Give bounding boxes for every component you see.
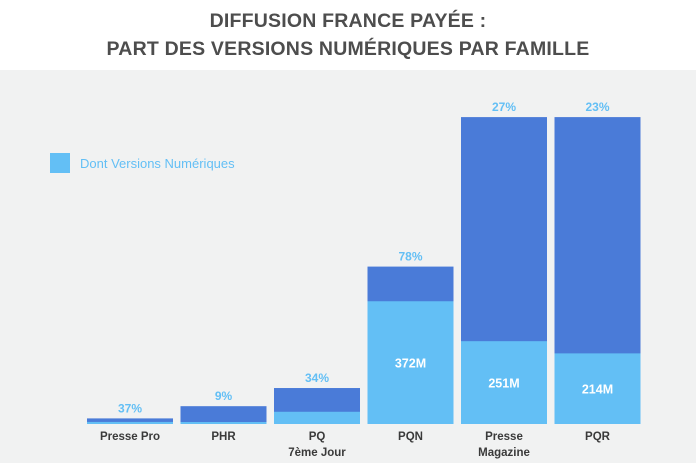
digital-value-label: 372M: [395, 357, 426, 371]
percent-label: 34%: [305, 371, 329, 385]
bar-digital: [274, 411, 360, 424]
chart-title: DIFFUSION FRANCE PAYÉE : PART DES VERSIO…: [0, 0, 696, 70]
digital-value-label: 251M: [488, 377, 519, 391]
digital-value-label: 214M: [582, 383, 613, 397]
legend-swatch-digital: [50, 153, 70, 173]
category-label: 7ème Jour: [288, 447, 346, 459]
percent-label: 23%: [585, 100, 609, 114]
category-label: PQ: [309, 431, 326, 443]
percent-label: 9%: [215, 389, 233, 403]
category-label: PHR: [211, 431, 236, 443]
category-label: Magazine: [478, 447, 530, 459]
bar-digital: [367, 301, 454, 424]
percent-label: 78%: [398, 250, 422, 264]
legend-label-digital: Dont Versions Numériques: [80, 156, 235, 171]
chart-title-line-2: PART DES VERSIONS NUMÉRIQUES PAR FAMILLE: [106, 38, 590, 60]
bar-digital: [87, 421, 173, 424]
category-label: Presse Pro: [100, 431, 160, 443]
category-label: PQR: [585, 431, 611, 443]
bar-digital: [180, 422, 267, 424]
chart-title-line-1: DIFFUSION FRANCE PAYÉE :: [209, 10, 487, 32]
category-label: Presse: [485, 431, 523, 443]
bar-digital: [461, 341, 547, 424]
bar-total: [180, 406, 267, 424]
category-label: PQN: [398, 431, 423, 443]
percent-label: 37%: [118, 401, 142, 415]
percent-label: 27%: [492, 100, 516, 114]
bar-digital: [554, 353, 641, 424]
bar-total: [87, 418, 173, 424]
